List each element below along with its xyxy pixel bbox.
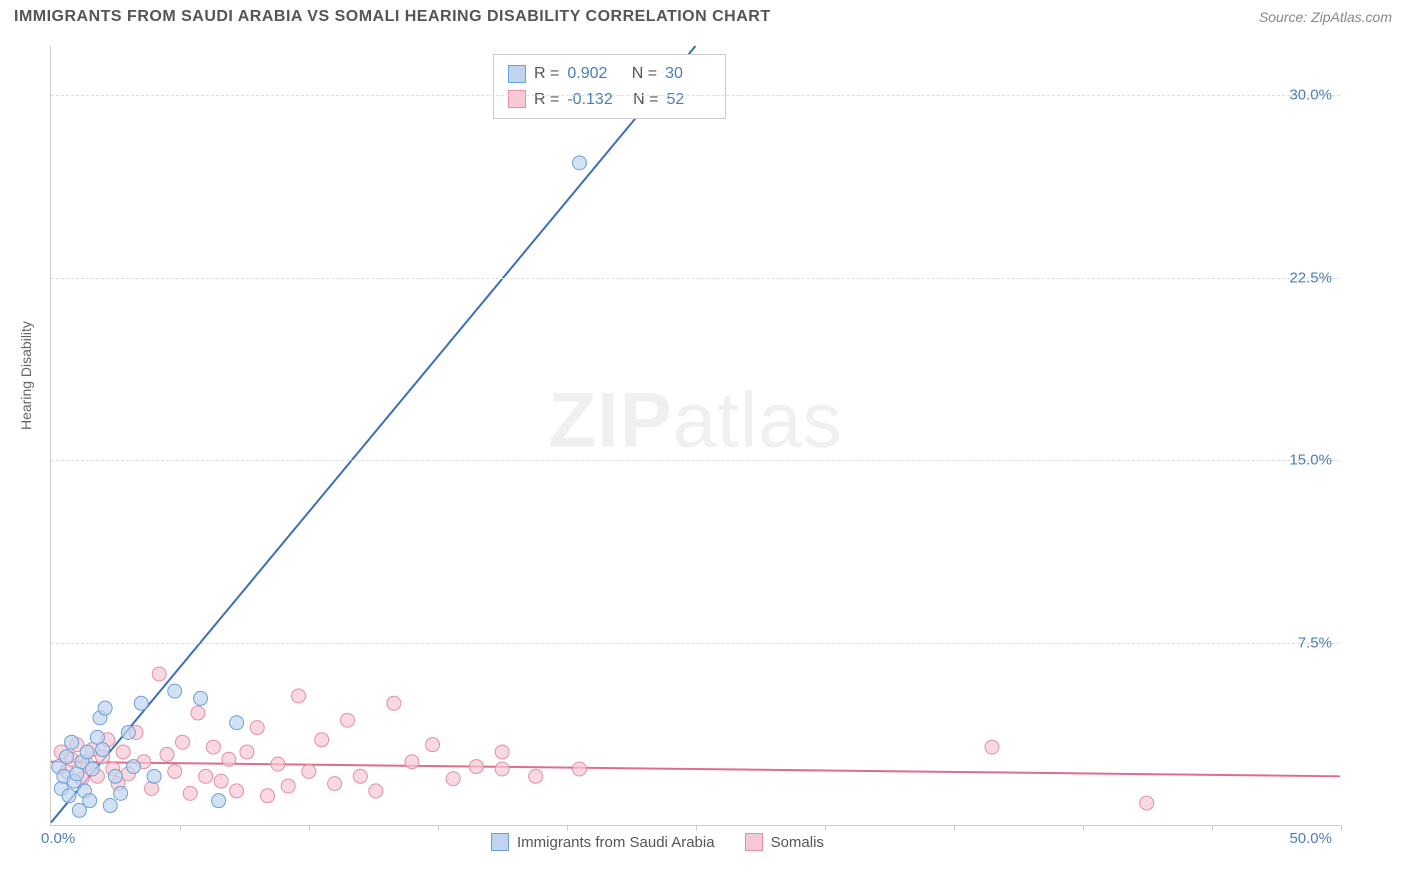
n-value-blue: 30 — [665, 61, 709, 87]
y-tick-label: 22.5% — [1289, 269, 1332, 286]
chart-title: IMMIGRANTS FROM SAUDI ARABIA VS SOMALI H… — [14, 8, 771, 26]
legend-label-blue: Immigrants from Saudi Arabia — [517, 834, 715, 851]
r-value-pink: -0.132 — [567, 87, 612, 113]
chart-header: IMMIGRANTS FROM SAUDI ARABIA VS SOMALI H… — [0, 0, 1406, 32]
swatch-blue-icon — [491, 833, 509, 851]
legend-label-pink: Somalis — [771, 834, 824, 851]
n-value-pink: 52 — [667, 87, 711, 113]
y-tick-label: 7.5% — [1298, 635, 1332, 652]
plot-area: ZIPatlas R = 0.902 N = 30 R = -0.132 N =… — [50, 46, 1340, 826]
series-legend: Immigrants from Saudi Arabia Somalis — [491, 833, 824, 851]
swatch-pink-icon — [745, 833, 763, 851]
legend-item-pink: Somalis — [745, 833, 824, 851]
scatter-plot-svg — [51, 46, 1340, 825]
y-tick-label: 30.0% — [1289, 86, 1332, 103]
swatch-blue — [508, 65, 526, 83]
legend-item-blue: Immigrants from Saudi Arabia — [491, 833, 715, 851]
y-axis-label: Hearing Disability — [18, 321, 34, 430]
stats-row-pink: R = -0.132 N = 52 — [508, 87, 711, 113]
r-value-blue: 0.902 — [567, 61, 611, 87]
stats-row-blue: R = 0.902 N = 30 — [508, 61, 711, 87]
x-tick-label-max: 50.0% — [1289, 830, 1332, 847]
source-attribution: Source: ZipAtlas.com — [1259, 9, 1392, 25]
swatch-pink — [508, 90, 526, 108]
y-tick-label: 15.0% — [1289, 452, 1332, 469]
x-tick-label-min: 0.0% — [41, 830, 75, 847]
stats-legend: R = 0.902 N = 30 R = -0.132 N = 52 — [493, 54, 726, 119]
